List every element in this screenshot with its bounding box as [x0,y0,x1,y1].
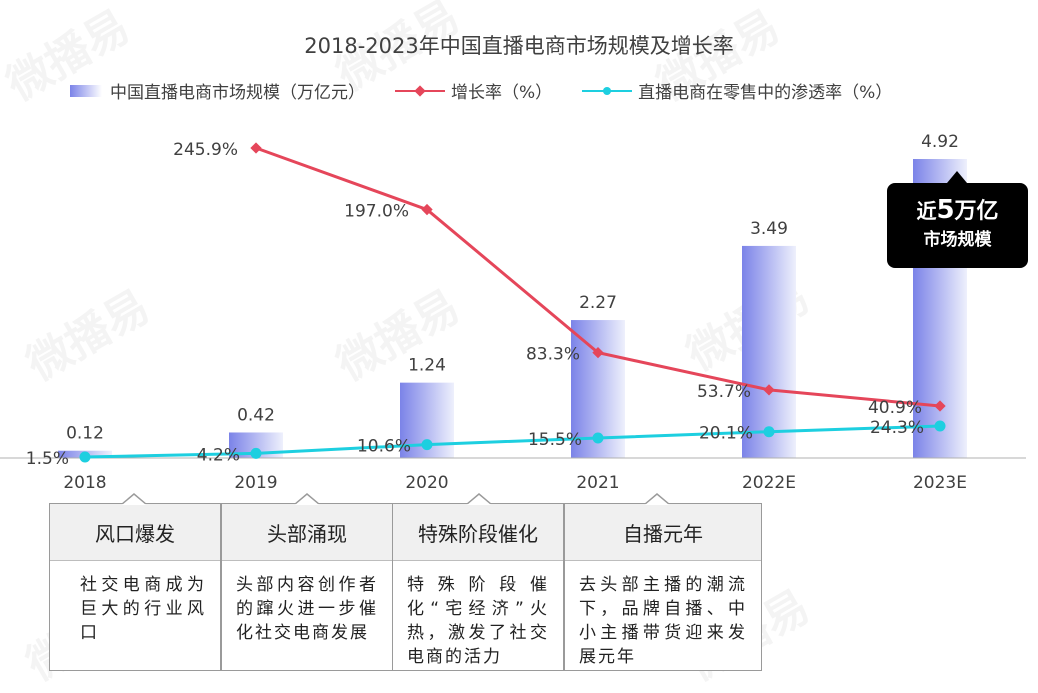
callout-unit: 万亿 [954,199,999,224]
card-title: 特殊阶段催化 [393,504,563,561]
legend-growth-swatch [395,84,445,98]
bar-label-2018: 0.12 [66,424,104,444]
callout-pointer [947,171,967,183]
callout-headline: 近5万亿 [887,195,1028,227]
chart-title: 2018-2023年中国直播电商市场规模及增长率 [304,34,734,58]
penetration-label-2022E: 20.1% [699,424,753,444]
penetration-label-2020: 10.6% [357,437,411,457]
card-title: 风口爆发 [50,504,220,561]
callout-box: 近5万亿 市场规模 [887,171,1028,268]
penetration-line [84,424,941,459]
legend-item-market-size: 中国直播电商市场规模（万亿元） [70,78,365,103]
card-text: 头部内容创作者的蹿火进一步催化社交电商发展 [236,575,378,643]
penetration-point-2020 [421,439,433,451]
x-tick-label-2022E: 2022E [742,473,796,493]
bar-label-2021: 2.27 [579,293,617,313]
x-tick-label-2023E: 2023E [913,473,967,493]
x-tick-label-2019: 2019 [234,473,277,493]
callout-subline: 市场规模 [923,230,992,250]
legend-item-penetration: 直播电商在零售中的渗透率（%） [582,78,892,103]
bar-label-2022E: 3.49 [750,219,788,239]
penetration-label-2019: 4.2% [197,445,240,465]
penetration-point-2023E [934,420,946,432]
growth-point-2022E [763,384,775,396]
legend-label-growth-rate: 增长率（%） [451,83,553,103]
penetration-point-2021 [592,432,604,444]
growth-point-2019 [250,142,262,154]
card-2020: 特殊阶段催化 特殊阶段催化“宅经济”火热，激发了社交电商的活力 [392,493,564,671]
growth-label-2021: 83.3% [526,345,580,365]
x-tick-label-2018: 2018 [63,473,106,493]
growth-point-2021 [592,346,604,359]
penetration-point-2019 [250,447,262,459]
penetration-label-2023E: 24.3% [870,418,924,438]
growth-label-2023E: 40.9% [868,398,922,418]
card-2021: 自播元年 去头部主播的潮流下，品牌自播、中小主播带货迎来发展元年 [564,493,762,671]
bar-label-2019: 0.42 [237,405,275,425]
card-title: 头部涌现 [222,504,392,561]
card-2018: 风口爆发 社交电商成为巨大的行业风口 [49,493,221,671]
bar-label-2023E: 4.92 [921,132,959,152]
callout-number: 5 [936,195,955,225]
bar-2022E [742,245,796,458]
card-title: 自播元年 [565,504,761,561]
growth-label-2019: 245.9% [173,140,238,160]
card-text: 去头部主播的潮流下，品牌自播、中小主播带货迎来发展元年 [579,575,747,667]
penetration-label-2021: 15.5% [528,430,582,450]
growth-label-2020: 197.0% [344,202,409,222]
legend-bar-swatch [70,84,102,97]
chart-plot: 2018 2019 2020 2021 2022E 2023E 0.12 0.42 1.24 2… [0,132,1026,493]
card-2019: 头部涌现 头部内容创作者的蹿火进一步催化社交电商发展 [221,493,393,671]
penetration-point-2022E [763,426,775,438]
card-text: 社交电商成为巨大的行业风口 [80,575,206,643]
x-tick-label-2020: 2020 [405,473,448,493]
legend-label-penetration: 直播电商在零售中的渗透率（%） [638,83,893,103]
legend-penetration-swatch [582,84,633,98]
penetration-point-2018 [79,451,91,463]
legend-label-market-size: 中国直播电商市场规模（万亿元） [110,83,365,103]
card-text: 特殊阶段催化“宅经济”火热，激发了社交电商的活力 [407,575,549,667]
legend: 中国直播电商市场规模（万亿元） 增长率（%） 直播电商在零售中的渗透率（%） [70,78,922,103]
callout-prefix: 近 [916,199,937,223]
x-tick-label-2021: 2021 [576,473,619,493]
growth-point-2020 [421,203,433,216]
penetration-label-2018: 1.5% [26,449,69,469]
growth-label-2022E: 53.7% [697,382,751,402]
legend-item-growth-rate: 增长率（%） [395,78,552,103]
growth-point-2023E [934,400,946,412]
bar-label-2020: 1.24 [408,356,446,376]
